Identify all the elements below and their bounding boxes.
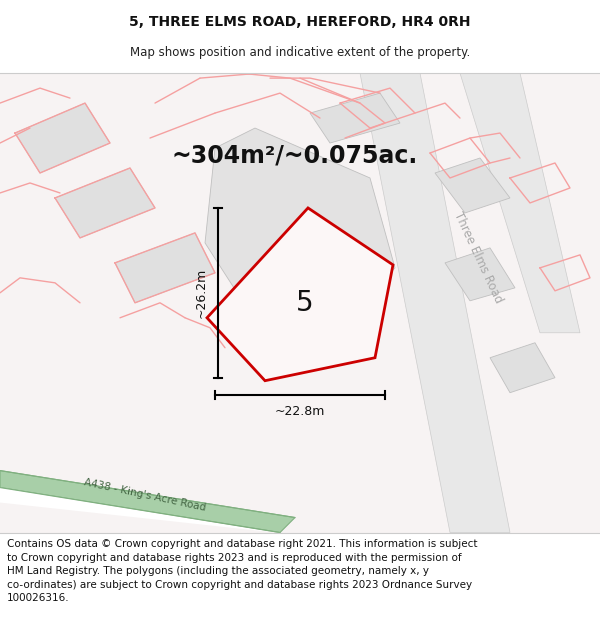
Text: ~26.2m: ~26.2m xyxy=(195,268,208,318)
Polygon shape xyxy=(435,158,510,213)
Text: 5: 5 xyxy=(296,289,314,317)
Polygon shape xyxy=(115,233,215,302)
Polygon shape xyxy=(207,208,393,381)
Text: A438 - King's Acre Road: A438 - King's Acre Road xyxy=(83,477,207,512)
Polygon shape xyxy=(460,73,580,332)
Polygon shape xyxy=(0,488,275,532)
Polygon shape xyxy=(0,471,295,532)
Polygon shape xyxy=(445,248,515,301)
Polygon shape xyxy=(205,128,395,338)
Text: Map shows position and indicative extent of the property.: Map shows position and indicative extent… xyxy=(130,46,470,59)
Polygon shape xyxy=(490,342,555,392)
Polygon shape xyxy=(265,238,365,322)
Polygon shape xyxy=(55,168,155,238)
Polygon shape xyxy=(360,73,510,532)
Text: ~304m²/~0.075ac.: ~304m²/~0.075ac. xyxy=(172,143,418,167)
Text: 5, THREE ELMS ROAD, HEREFORD, HR4 0RH: 5, THREE ELMS ROAD, HEREFORD, HR4 0RH xyxy=(129,15,471,29)
Text: ~22.8m: ~22.8m xyxy=(275,404,325,418)
Polygon shape xyxy=(310,93,400,143)
Polygon shape xyxy=(15,103,110,173)
Text: Contains OS data © Crown copyright and database right 2021. This information is : Contains OS data © Crown copyright and d… xyxy=(7,539,478,603)
Text: Three Elms Road: Three Elms Road xyxy=(451,210,505,306)
